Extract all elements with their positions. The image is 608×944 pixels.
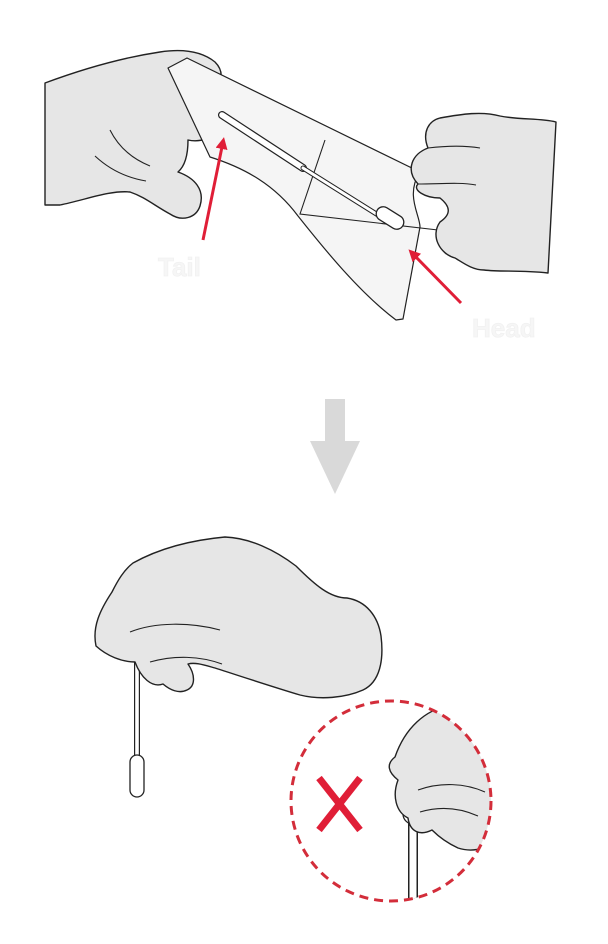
holding-glove-finger-line — [129, 623, 223, 665]
wrong-grip-zoom — [289, 699, 493, 903]
opening-step: Tail Head — [44, 49, 557, 343]
right-glove-finger-line — [417, 145, 481, 186]
head-label: Head — [472, 313, 536, 343]
swab-head — [129, 754, 145, 798]
x-icon — [316, 775, 363, 833]
arrow-down-icon — [310, 399, 360, 494]
left-glove-finger-line — [94, 129, 151, 182]
right-glove-hand — [410, 112, 557, 274]
tail-indicator-arrow — [201, 137, 228, 241]
holding-glove-hand — [94, 536, 383, 699]
zoom-dashed-circle — [289, 699, 493, 903]
head-indicator-arrow — [408, 249, 463, 305]
swab-in-pouch — [218, 111, 405, 230]
tail-label: Tail — [158, 252, 201, 282]
holding-step — [94, 536, 383, 798]
pouch-sheet — [167, 57, 421, 321]
